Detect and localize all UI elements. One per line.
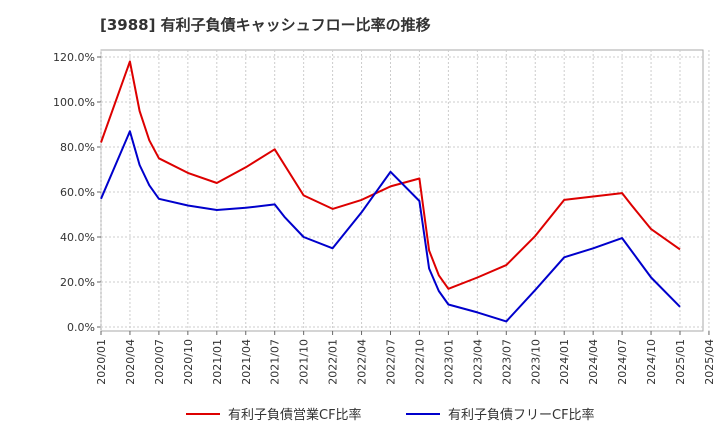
y-tick-label: 80.0% [60,141,95,154]
x-tick-label: 2023/04 [471,339,484,385]
x-tick-label: 2024/07 [616,339,629,385]
x-tick-label: 2020/10 [182,339,195,385]
x-tick-label: 2024/04 [587,339,600,385]
x-tick-label: 2022/01 [327,339,340,385]
x-tick-label: 2025/01 [674,339,687,385]
x-tick-label: 2022/04 [356,339,369,385]
series-line-1 [100,60,681,290]
x-tick-label: 2023/10 [529,339,542,385]
x-tick-label: 2023/01 [442,339,455,385]
plot-frame [100,49,704,332]
y-tick-label: 100.0% [53,96,95,109]
y-tick-label: 120.0% [53,51,95,64]
x-tick-label: 2022/07 [385,339,398,385]
y-tick-label: 40.0% [60,231,95,244]
x-tick-label: 2021/01 [211,339,224,385]
legend-label-1: 有利子負債営業CF比率 [228,407,362,423]
chart-title: [3988] 有利子負債キャッシュフロー比率の推移 [100,16,431,34]
x-tick-label: 2020/04 [124,339,137,385]
x-tick-label: 2022/10 [413,339,426,385]
x-tick-label: 2020/01 [95,339,108,385]
legend-label-2: 有利子負債フリーCF比率 [448,407,595,423]
series-line-2 [100,130,681,323]
x-tick-label: 2021/04 [240,339,253,385]
x-tick-label: 2021/07 [269,339,282,385]
x-tick-label: 2024/10 [645,339,658,385]
x-tick-label: 2021/10 [298,339,311,385]
x-tick-label: 2023/07 [500,339,513,385]
y-tick-label: 0.0% [67,321,95,334]
x-tick-label: 2020/07 [153,339,166,385]
x-tick-label: 2025/04 [703,339,716,385]
x-tick-label: 2024/01 [558,339,571,385]
y-tick-label: 60.0% [60,186,95,199]
y-tick-label: 20.0% [60,276,95,289]
